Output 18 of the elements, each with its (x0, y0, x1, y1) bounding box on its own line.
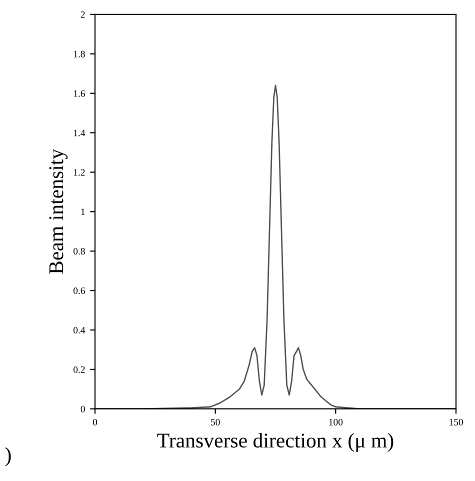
y-tick-label: 0 (80, 406, 85, 412)
y-tick-label: 1.8 (74, 50, 85, 58)
text: ) (5, 447, 11, 466)
x-axis-title: Transverse direction x (μ m) (157, 432, 394, 452)
y-tick-label: 2 (80, 11, 85, 18)
y-tick-label: 1.6 (74, 90, 85, 97)
y-tick-label: 1.4 (74, 130, 86, 136)
y-tick-label: 1.2 (74, 169, 85, 176)
x-tick-label: 0 (92, 418, 98, 426)
y-tick-label: 0.2 (73, 366, 85, 373)
y-tick-label: 0.8 (73, 248, 85, 255)
x-tick-label: 100 (329, 418, 343, 426)
y-tick-label: 1 (81, 208, 85, 216)
y-tick-label: 0.6 (73, 287, 85, 294)
y-axis-title: Beam intensity (49, 148, 68, 274)
x-tick-label: 50 (211, 418, 220, 426)
x-tick-label: 150 (450, 418, 463, 426)
y-tick-label: 0.4 (73, 326, 86, 334)
